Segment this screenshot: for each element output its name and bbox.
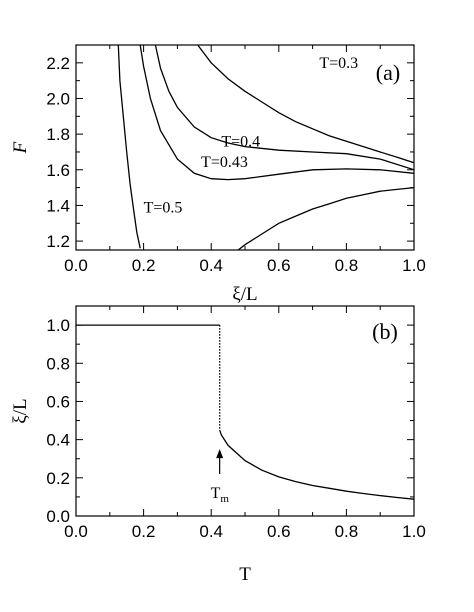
curve-label: T=0.4 (221, 134, 260, 151)
x-tick-label: 0.6 (267, 256, 291, 275)
curve-label: T=0.5 (144, 200, 183, 217)
plot-frame (75, 305, 415, 517)
x-tick-label: 0.8 (335, 522, 359, 541)
y-tick-label: 2.2 (46, 54, 70, 73)
y-tick-label: 0.4 (46, 431, 70, 450)
x-tick-label: 0.2 (132, 256, 156, 275)
x-tick-label: 1.0 (402, 522, 426, 541)
y-tick-label: 1.0 (46, 316, 70, 335)
x-tick-label: 0.8 (335, 256, 359, 275)
x-tick-label: 0.6 (267, 522, 291, 541)
tm-label: Tm (211, 485, 230, 505)
y-tick-label: 0.8 (46, 354, 70, 373)
x-axis-title: T (239, 564, 251, 585)
x-tick-label: 0.2 (132, 522, 156, 541)
series-line-t-0-4 (154, 45, 414, 171)
y-tick-label: 0.2 (46, 469, 70, 488)
series-line-2 (219, 429, 414, 500)
series-line-t-0-43 (139, 45, 414, 181)
panel-label: (b) (372, 319, 398, 344)
y-tick-label: 1.6 (46, 161, 70, 180)
curve-label: T=0.43 (201, 154, 248, 171)
x-tick-label: 0.0 (64, 256, 88, 275)
y-tick-label: 0.0 (46, 507, 70, 526)
y-tick-label: 1.8 (46, 125, 70, 144)
x-tick-label: 1.0 (402, 256, 426, 275)
y-tick-label: 0.6 (46, 392, 70, 411)
x-tick-label: 0.0 (64, 522, 88, 541)
series-line-t-0-3 (197, 45, 414, 164)
panel-a: 0.0 0.2 0.4 0.6 0.8 1.0 1.2 1.4 1.6 1.8 2.0 2.2 T=0.… (10, 44, 426, 305)
panel-b: 0.0 0.2 0.4 0.6 0.8 1.0 0.0 0.2 0.4 0.6 0.8 1.0 Tm (b… (10, 305, 426, 585)
curve-label: T=0.3 (319, 55, 358, 72)
panel-label: (a) (376, 60, 400, 85)
arrow-head (216, 449, 224, 459)
x-tick-label: 0.4 (199, 522, 223, 541)
y-axis-title: ξ/L (10, 398, 31, 423)
y-tick-label: 1.2 (46, 232, 70, 251)
series-line-4 (237, 186, 414, 250)
x-tick-label: 0.4 (199, 256, 223, 275)
x-axis-title: ξ/L (232, 284, 257, 305)
y-tick-label: 1.4 (46, 196, 70, 215)
y-axis-title: F (10, 141, 31, 154)
y-tick-label: 2.0 (46, 89, 70, 108)
series-line-t-0-5 (117, 45, 141, 249)
